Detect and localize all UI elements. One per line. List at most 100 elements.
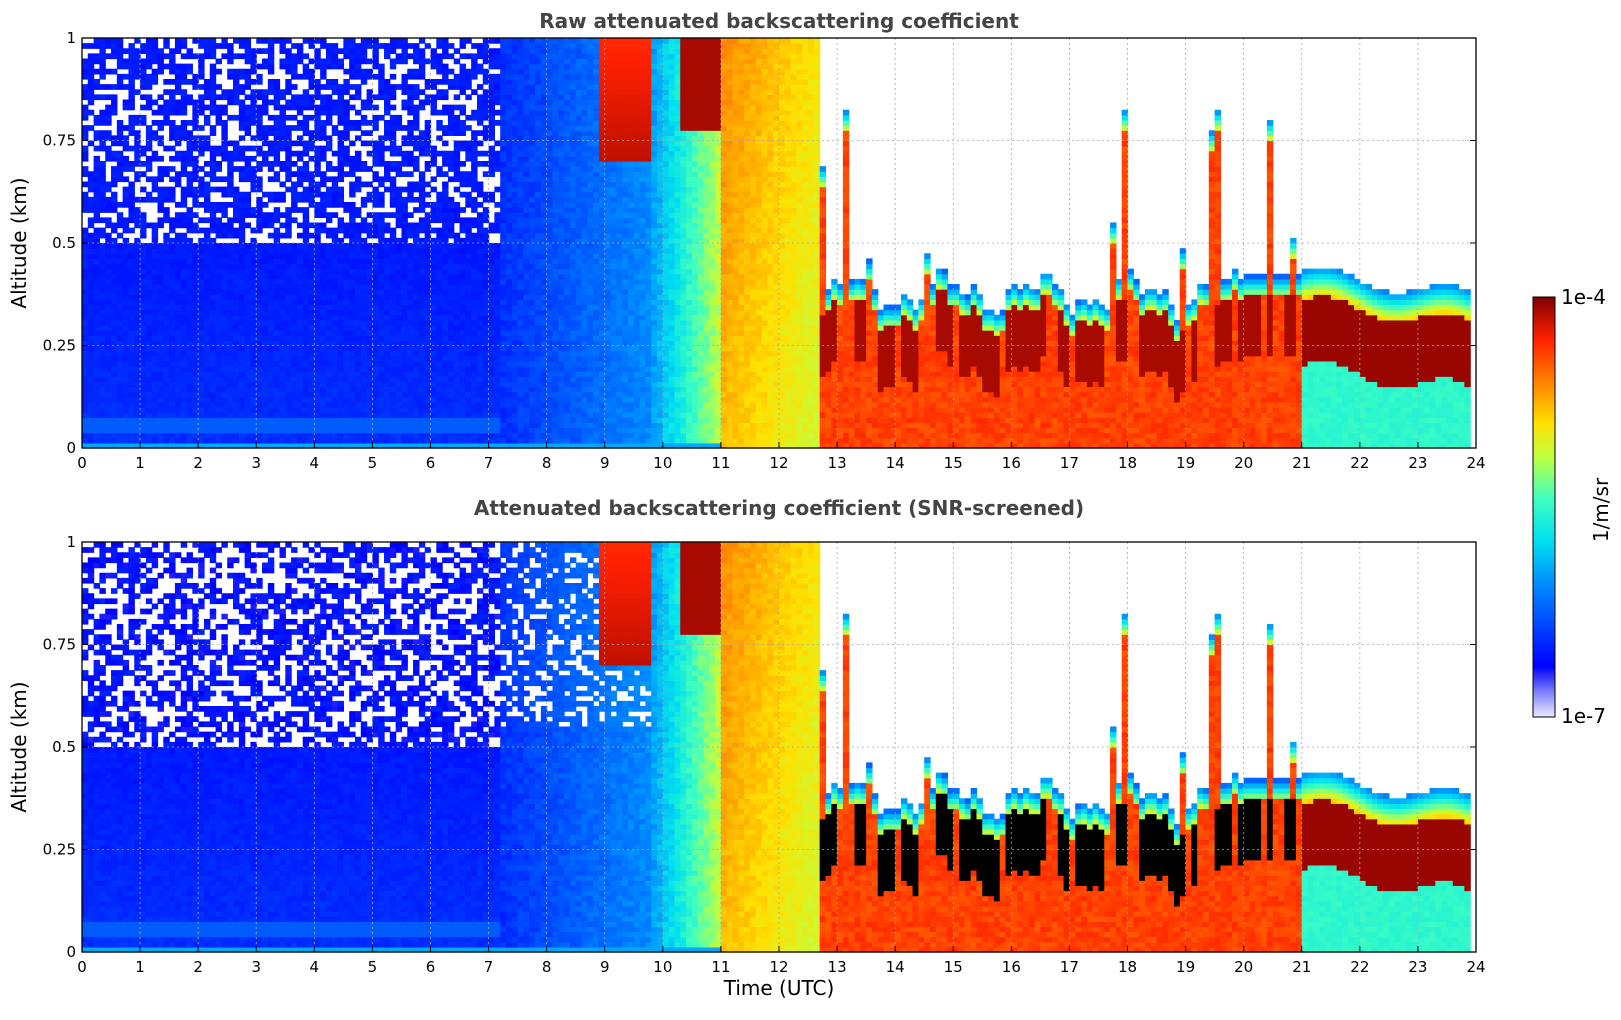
heatmap-cell [303, 120, 309, 126]
heatmap-cell [99, 305, 105, 311]
heatmap-cell [94, 335, 100, 341]
heatmap-cell [117, 335, 123, 341]
heatmap-cell [256, 94, 262, 100]
heatmap-cell [239, 43, 245, 49]
heatmap-cell [140, 84, 146, 90]
heatmap-cell [355, 74, 361, 80]
heatmap-cell [338, 346, 344, 352]
heatmap-cell [274, 356, 280, 362]
heatmap-cell [465, 253, 471, 259]
heatmap-cell [128, 217, 134, 223]
heatmap-cell [442, 438, 448, 444]
heatmap-cell [413, 197, 419, 203]
heatmap-cell [262, 417, 268, 423]
heatmap-cell [332, 176, 338, 182]
heatmap-cell [355, 258, 361, 264]
heatmap-cell [94, 346, 100, 352]
heatmap-cell [221, 335, 227, 341]
heatmap-cell [454, 79, 460, 85]
heatmap-cell [146, 289, 152, 295]
heatmap-cell [297, 402, 303, 408]
heatmap-cell [239, 320, 245, 326]
heatmap-cell [268, 243, 274, 249]
heatmap-cell [338, 141, 344, 147]
heatmap-cell [210, 402, 216, 408]
heatmap-cell [221, 207, 227, 213]
heatmap-cell [303, 330, 309, 336]
heatmap-cell [204, 320, 210, 326]
heatmap-cell [477, 161, 483, 167]
heatmap-cell [407, 243, 413, 249]
heatmap-cell [471, 294, 477, 300]
heatmap-cell [355, 351, 361, 357]
heatmap-cell [442, 212, 448, 218]
heatmap-cell [338, 248, 344, 254]
heatmap-cell [361, 330, 367, 336]
heatmap-cell [384, 279, 390, 285]
heatmap-cell [210, 274, 216, 280]
heatmap-cell [256, 417, 262, 423]
heatmap-cell [297, 248, 303, 254]
heatmap-cell [349, 253, 355, 259]
heatmap-cell [448, 412, 454, 418]
heatmap-cell [262, 253, 268, 259]
heatmap-cell [117, 176, 123, 182]
heatmap-cell [221, 284, 227, 290]
heatmap-cell [494, 59, 500, 65]
heatmap-cell [262, 366, 268, 372]
heatmap-cell [169, 335, 175, 341]
heatmap-cell [320, 320, 326, 326]
heatmap-cell [361, 397, 367, 403]
heatmap-cell [465, 433, 471, 439]
heatmap-cell [163, 392, 169, 398]
heatmap-cell [419, 38, 425, 44]
heatmap-cell [355, 433, 361, 439]
heatmap-cell [303, 207, 309, 213]
heatmap-cell [465, 38, 471, 44]
heatmap-cell [390, 141, 396, 147]
heatmap-cell [378, 84, 384, 90]
heatmap-cell [436, 433, 442, 439]
heatmap-cell [465, 407, 471, 413]
heatmap-cell [471, 330, 477, 336]
heatmap-cell [378, 192, 384, 198]
heatmap-cell [320, 330, 326, 336]
heatmap-cell [128, 84, 134, 90]
heatmap-cell [274, 392, 280, 398]
heatmap-cell [471, 335, 477, 341]
heatmap-cell [88, 320, 94, 326]
heatmap-cell [117, 387, 123, 393]
heatmap-cell [169, 351, 175, 357]
heatmap-cell [285, 130, 291, 136]
heatmap-cell [320, 371, 326, 377]
heatmap-cell [239, 125, 245, 131]
heatmap-cell [477, 187, 483, 193]
heatmap-cell [419, 264, 425, 270]
heatmap-cell [460, 392, 466, 398]
heatmap-cell [128, 100, 134, 106]
heatmap-cell [361, 412, 367, 418]
heatmap-cell [152, 397, 158, 403]
heatmap-cell [314, 366, 320, 372]
heatmap-cell [320, 299, 326, 305]
heatmap-cell [320, 356, 326, 362]
heatmap-cell [303, 284, 309, 290]
heatmap-cell [239, 294, 245, 300]
heatmap-cell [506, 433, 512, 439]
heatmap-cell [419, 284, 425, 290]
heatmap-cell [314, 412, 320, 418]
heatmap-cell [117, 253, 123, 259]
heatmap-cell [274, 346, 280, 352]
heatmap-cell [279, 428, 285, 434]
heatmap-cell [500, 335, 506, 341]
heatmap-cell [140, 366, 146, 372]
heatmap-cell [175, 289, 181, 295]
heatmap-cell [210, 428, 216, 434]
heatmap-cell [401, 84, 407, 90]
heatmap-cell [465, 335, 471, 341]
heatmap-cell [436, 366, 442, 372]
heatmap-cell [233, 228, 239, 234]
heatmap-cell [233, 192, 239, 198]
heatmap-cell [454, 376, 460, 382]
heatmap-cell [431, 212, 437, 218]
